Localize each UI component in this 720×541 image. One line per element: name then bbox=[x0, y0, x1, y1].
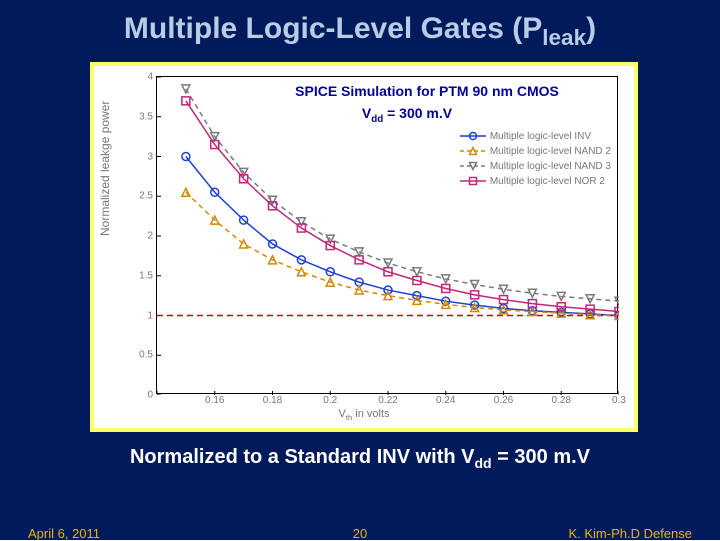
x-tick: 0.28 bbox=[552, 395, 571, 406]
caption: Normalized to a Standard INV with Vdd = … bbox=[0, 446, 720, 471]
y-tick: 3.5 bbox=[139, 111, 153, 122]
y-axis-label: Normalized leakge power bbox=[98, 101, 112, 236]
title-main: Multiple Logic-Level Gates (P bbox=[124, 12, 542, 45]
y-tick: 2 bbox=[147, 231, 153, 242]
x-tick: 0.18 bbox=[263, 395, 282, 406]
chart-container: Normalized leakge power Vth in volts SPI… bbox=[90, 62, 638, 432]
x-axis-label: Vth in volts bbox=[94, 408, 634, 422]
x-tick: 0.26 bbox=[494, 395, 513, 406]
chart-inner: Normalized leakge power Vth in volts SPI… bbox=[94, 66, 634, 428]
plot-svg bbox=[157, 77, 619, 395]
title-sub: leak bbox=[542, 25, 586, 50]
y-tick: 1 bbox=[147, 310, 153, 321]
y-tick: 3 bbox=[147, 151, 153, 162]
footer-author: K. Kim-Ph.D Defense bbox=[568, 526, 692, 541]
y-tick: 2.5 bbox=[139, 191, 153, 202]
slide: Multiple Logic-Level Gates (Pleak) Norma… bbox=[0, 0, 720, 540]
title-end: ) bbox=[586, 12, 596, 45]
y-tick: 0 bbox=[147, 390, 153, 401]
x-tick: 0.2 bbox=[323, 395, 337, 406]
x-tick: 0.3 bbox=[612, 395, 626, 406]
y-tick: 4 bbox=[147, 72, 153, 83]
y-tick: 0.5 bbox=[139, 350, 153, 361]
x-tick: 0.24 bbox=[436, 395, 455, 406]
x-tick: 0.16 bbox=[205, 395, 224, 406]
slide-title: Multiple Logic-Level Gates (Pleak) bbox=[0, 12, 720, 51]
y-tick: 1.5 bbox=[139, 270, 153, 281]
plot-area: SPICE Simulation for PTM 90 nm CMOS Vdd … bbox=[156, 76, 618, 394]
x-tick: 0.22 bbox=[378, 395, 397, 406]
